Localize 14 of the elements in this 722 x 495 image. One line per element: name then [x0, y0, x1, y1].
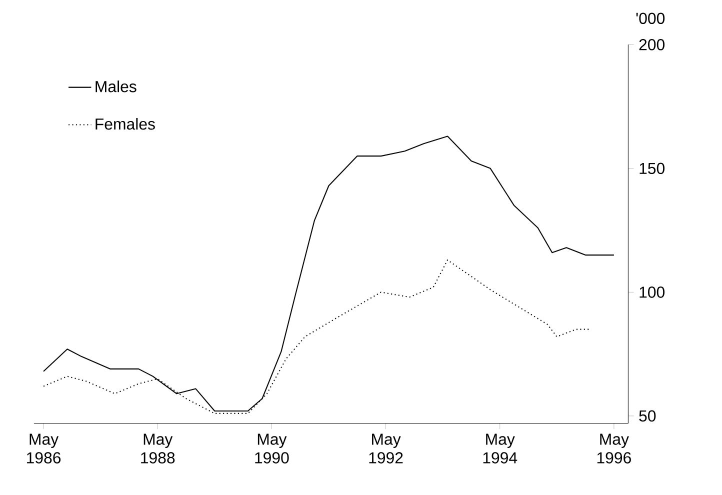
y-tick-label: 150	[640, 162, 665, 174]
legend-label: Males	[96, 80, 136, 92]
x-tick-label: May 1996	[597, 434, 631, 464]
x-tick-label: May 1986	[27, 434, 61, 464]
y-tick-label: 100	[640, 286, 665, 298]
legend-label: Females	[96, 118, 155, 130]
x-tick-label: May 1994	[483, 434, 518, 464]
x-tick-label: May 1990	[255, 434, 289, 464]
y-tick-label: 200	[639, 38, 665, 50]
y-axis-title: '000	[636, 12, 665, 24]
line-series	[42, 136, 614, 412]
y-tick-label: 50	[639, 410, 656, 422]
x-tick-label: May 1992	[369, 434, 403, 464]
x-tick-label: May 1988	[141, 434, 175, 464]
